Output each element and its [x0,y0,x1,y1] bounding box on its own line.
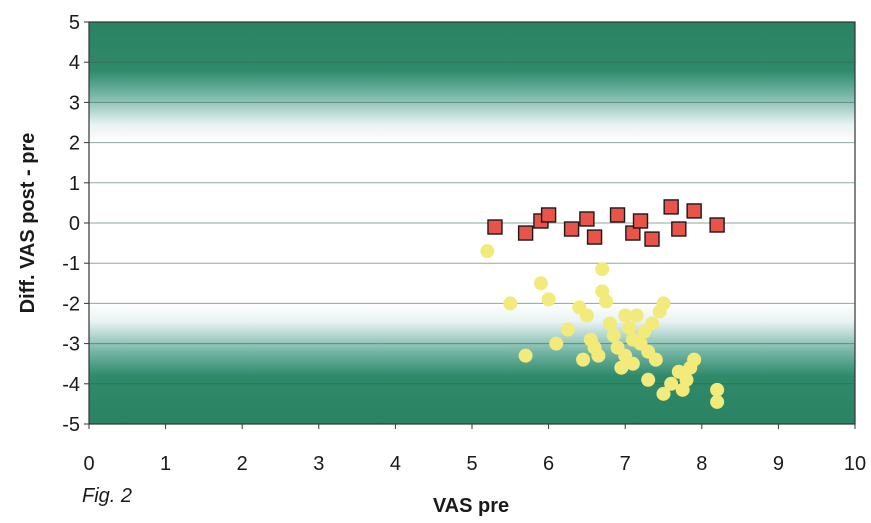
y-tick-label: 4 [69,52,80,74]
circle-point [625,356,640,371]
x-tick-label: 8 [696,453,707,475]
x-tick-label: 6 [543,453,554,475]
x-axis-title: VAS pre [433,495,509,517]
circle-point [679,372,694,387]
circle-point [541,292,556,307]
square-point [632,213,649,229]
circle-point [533,276,548,291]
x-tick-label: 0 [83,453,94,475]
circle-point [641,372,656,387]
y-axis-ticks: 5 4 3 2 1 0 -1 -2 -3 -4 -5 [62,12,89,436]
circle-point [579,308,594,323]
circle-point [645,316,660,331]
circle-point [710,394,725,409]
circle-point [656,386,671,401]
circle-point [606,328,621,343]
y-tick-label: -5 [62,414,80,436]
circle-point [518,348,533,363]
square-point [709,217,725,233]
circle-point [591,348,606,363]
square-point [517,225,534,241]
gridlines [89,61,855,385]
square-point [586,229,603,245]
x-tick-label: 3 [313,453,324,475]
x-tick-label: 4 [390,453,401,475]
circle-point [614,360,629,375]
y-tick-label: 0 [69,213,80,235]
square-point [579,211,595,227]
x-tick-label: 2 [237,453,248,475]
square-point [609,207,626,223]
circle-point [560,322,575,337]
circle-point [618,308,633,323]
x-tick-label: 1 [160,453,171,475]
y-tick-label: -3 [62,334,80,356]
circle-point [687,352,702,367]
circle-point [710,382,725,397]
square-point [644,231,660,247]
circle-point [664,376,679,391]
square-point [671,221,687,237]
x-axis-ticks: 0 1 2 3 4 5 6 7 8 9 10 [83,424,866,475]
y-tick-label: 3 [69,92,80,114]
circle-point [602,316,617,331]
circle-point [595,262,610,277]
y-tick-label: -2 [62,293,80,315]
circle-point [656,296,671,311]
square-point [487,219,503,235]
x-tick-label: 7 [620,453,631,475]
y-tick-label: -1 [62,253,80,275]
circle-point [480,244,495,259]
square-point [663,199,679,215]
circle-point [648,352,663,367]
y-tick-label: 2 [69,133,80,155]
x-tick-label: 9 [773,453,784,475]
figure-label: Fig. 2 [82,485,132,507]
x-tick-label: 10 [844,453,866,475]
data-points [480,199,725,409]
circle-point [599,294,614,309]
x-tick-label: 5 [466,453,477,475]
circle-point [503,296,518,311]
circle-point [576,352,591,367]
square-point [686,203,702,219]
circle-point [549,336,564,351]
square-point [540,207,557,223]
y-tick-label: 1 [69,173,80,195]
y-tick-label: 5 [69,12,80,34]
square-point [563,221,580,237]
y-axis-title: Diff. VAS post - pre [17,133,39,314]
circle-point [622,320,637,335]
circle-point [629,308,644,323]
y-tick-label: -4 [62,374,80,396]
